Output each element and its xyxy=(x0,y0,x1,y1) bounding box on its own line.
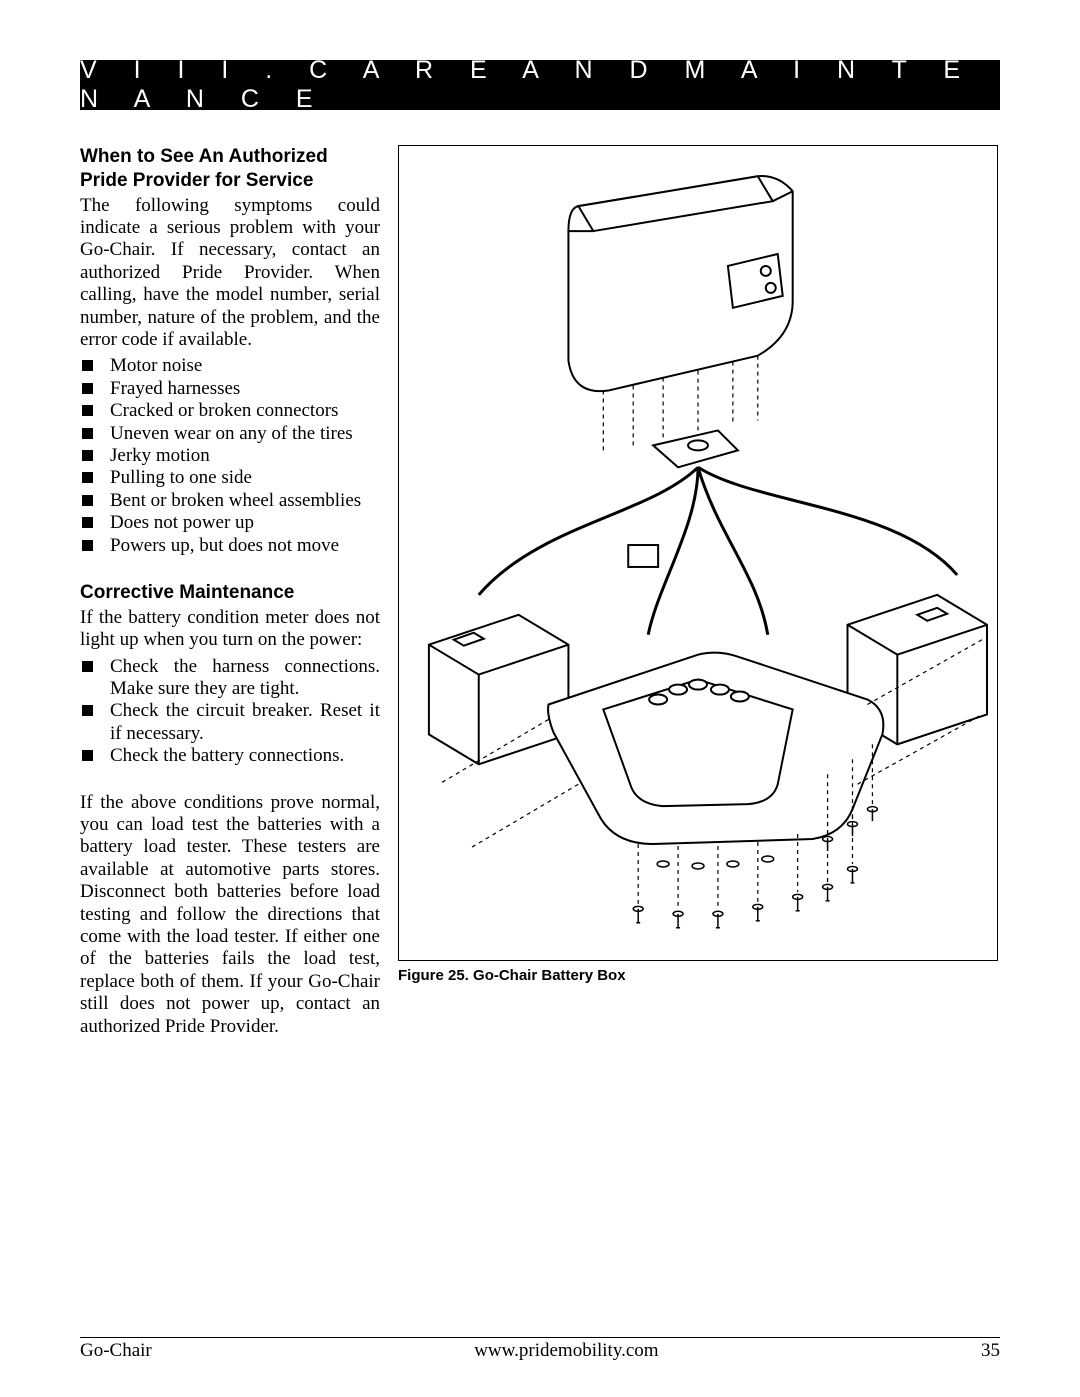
page: V I I I . C A R E A N D M A I N T E N A … xyxy=(0,0,1080,1397)
symptom-item: Cracked or broken connectors xyxy=(80,400,380,422)
section2-heading: Corrective Maintenance xyxy=(80,581,380,605)
symptom-item: Uneven wear on any of the tires xyxy=(80,423,380,445)
figure-box xyxy=(398,145,998,961)
section1-heading-line2: Pride Provider for Service xyxy=(80,170,313,191)
footer-row: Go-Chair www.pridemobility.com 35 xyxy=(80,1340,1000,1363)
checks-list: Check the harness connections. Make sure… xyxy=(80,656,380,768)
symptom-item: Does not power up xyxy=(80,512,380,534)
page-footer: Go-Chair www.pridemobility.com 35 xyxy=(80,1337,1000,1363)
section2-closing: If the above conditions prove normal, yo… xyxy=(80,792,380,1038)
footer-left: Go-Chair xyxy=(80,1340,152,1363)
text-column: When to See An Authorized Pride Provider… xyxy=(80,145,380,1042)
section-header-bar: V I I I . C A R E A N D M A I N T E N A … xyxy=(80,60,1000,110)
footer-right: 35 xyxy=(981,1340,1000,1363)
footer-rule xyxy=(80,1337,1000,1338)
section1-heading: When to See An Authorized Pride Provider… xyxy=(80,145,380,193)
figure-caption: Figure 25. Go-Chair Battery Box xyxy=(398,967,1000,984)
symptom-item: Pulling to one side xyxy=(80,467,380,489)
symptom-item: Motor noise xyxy=(80,355,380,377)
footer-center: www.pridemobility.com xyxy=(474,1340,658,1363)
check-item: Check the circuit breaker. Reset it if n… xyxy=(80,700,380,745)
two-column-layout: When to See An Authorized Pride Provider… xyxy=(80,145,1000,1042)
section2-intro: If the battery condition meter does not … xyxy=(80,607,380,652)
section-header-title: V I I I . C A R E A N D M A I N T E N A … xyxy=(80,56,1000,114)
battery-box-diagram xyxy=(399,146,997,960)
section1-intro: The following symptoms could indicate a … xyxy=(80,195,380,352)
symptom-item: Powers up, but does not move xyxy=(80,535,380,557)
check-item: Check the battery connections. xyxy=(80,745,380,767)
figure-column: Figure 25. Go-Chair Battery Box xyxy=(398,145,1000,984)
symptom-list: Motor noiseFrayed harnessesCracked or br… xyxy=(80,355,380,557)
section1-heading-line1: When to See An Authorized xyxy=(80,146,328,167)
symptom-item: Frayed harnesses xyxy=(80,378,380,400)
symptom-item: Bent or broken wheel assemblies xyxy=(80,490,380,512)
symptom-item: Jerky motion xyxy=(80,445,380,467)
check-item: Check the harness connections. Make sure… xyxy=(80,656,380,701)
